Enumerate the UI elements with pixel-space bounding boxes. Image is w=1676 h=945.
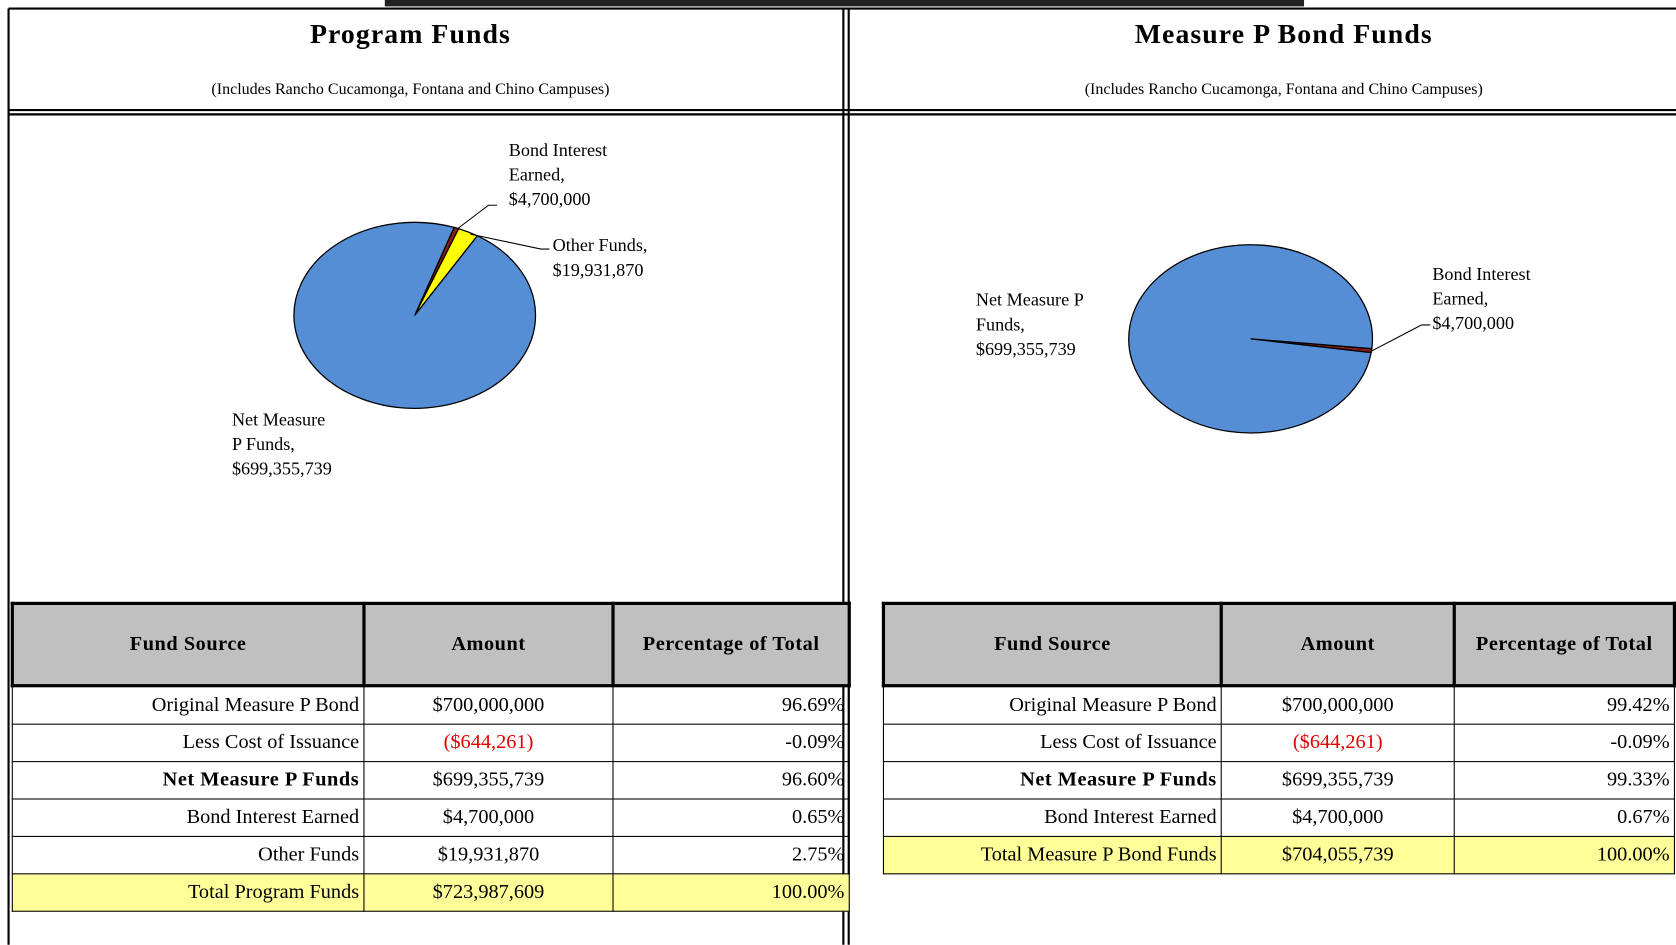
table-cell: $704,055,739: [1220, 835, 1455, 875]
table-cell: Original Measure P Bond: [882, 685, 1222, 725]
pie-slice: [293, 221, 537, 409]
table-cell: Total Measure P Bond Funds: [882, 835, 1222, 875]
table-row: Other Funds $19,931,870 2.75%: [11, 835, 850, 875]
table-cell: Net Measure P Funds: [11, 761, 365, 800]
slice-label: Funds,: [976, 314, 1025, 334]
table-cell: Less Cost of Issuance: [11, 723, 365, 763]
header-cell: Fund Source: [881, 601, 1224, 688]
header-row: Fund Source Amount Percentage of Total: [881, 601, 1676, 688]
table-cell: 100.00%: [612, 873, 850, 912]
table-cell: ($644,261): [363, 723, 614, 763]
table-row: Bond Interest Earned $4,700,000 0.65%: [11, 798, 850, 837]
slice-label: P Funds,: [232, 434, 295, 454]
table-cell: -0.09%: [612, 723, 850, 763]
table-cell: Other Funds: [11, 835, 365, 875]
table-cell: Bond Interest Earned: [882, 798, 1222, 837]
table-cell: 99.42%: [1453, 685, 1675, 725]
table-row: Total Measure P Bond Funds $704,055,739 10…: [882, 835, 1675, 875]
table-cell: $4,700,000: [1220, 798, 1455, 837]
slice-label: Bond Interest: [509, 140, 607, 160]
table-cell: 2.75%: [612, 835, 850, 875]
header-cell: Amount: [362, 601, 615, 688]
slice-label: $4,700,000: [509, 189, 591, 209]
table-cell: Total Program Funds: [11, 873, 365, 912]
table-cell: -0.09%: [1453, 723, 1675, 763]
header-cell: Amount: [1219, 601, 1456, 688]
panel-subtitle: (Includes Rancho Cucamonga, Fontana and …: [211, 81, 609, 98]
slice-label: $699,355,739: [232, 459, 332, 479]
table-row: Original Measure P Bond $700,000,000 96.69…: [11, 685, 850, 725]
panel-title: Measure P Bond Funds: [1135, 19, 1433, 50]
table-row: Less Cost of Issuance ($644,261) -0.09%: [882, 723, 1675, 763]
table-cell: Original Measure P Bond: [11, 685, 365, 725]
leader-line: [457, 204, 498, 230]
table-cell: 99.33%: [1453, 761, 1675, 800]
table-cell: Net Measure P Funds: [882, 761, 1222, 800]
slice-label: Earned,: [509, 165, 565, 185]
table-row: Less Cost of Issuance ($644,261) -0.09%: [11, 723, 850, 763]
header-cell: Percentage of Total: [611, 601, 851, 688]
fund-table: Fund Source Amount Percentage of Total Orig…: [10, 601, 851, 912]
table-row: Net Measure P Funds $699,355,739 96.60%: [11, 761, 850, 800]
panel-title: Program Funds: [310, 19, 511, 50]
table-cell: 96.60%: [612, 761, 850, 800]
header-row: Fund Source Amount Percentage of Total: [10, 601, 851, 688]
top-bar: [384, 0, 1305, 7]
table-row: Bond Interest Earned $4,700,000 0.67%: [882, 798, 1675, 837]
table-cell: ($644,261): [1220, 723, 1455, 763]
table-cell: $700,000,000: [1220, 685, 1455, 725]
header-cell: Fund Source: [10, 601, 366, 688]
fund-table: Fund Source Amount Percentage of Total Orig…: [881, 601, 1676, 875]
table-cell: $723,987,609: [363, 873, 614, 912]
leader-line: [470, 233, 550, 250]
slice-label: $699,355,739: [976, 339, 1076, 359]
slice-label: $4,700,000: [1432, 313, 1514, 333]
table-cell: 100.00%: [1453, 835, 1675, 875]
header-cell: Percentage of Total: [1452, 601, 1676, 688]
slice-label: Earned,: [1432, 289, 1488, 309]
table-row: Original Measure P Bond $700,000,000 99.42…: [882, 685, 1675, 725]
slice-label: Net Measure: [232, 409, 325, 429]
table-cell: $700,000,000: [363, 685, 614, 725]
slice-label: Net Measure P: [976, 290, 1084, 310]
slice-label: Other Funds,: [553, 235, 648, 255]
table-row: Net Measure P Funds $699,355,739 99.33%: [882, 761, 1675, 800]
leader-line: [1370, 324, 1431, 353]
table-cell: $699,355,739: [363, 761, 614, 800]
table-cell: Bond Interest Earned: [11, 798, 365, 837]
table-cell: 96.69%: [612, 685, 850, 725]
table-cell: 0.65%: [612, 798, 850, 837]
pie-slice: [1128, 244, 1374, 434]
table-cell: $19,931,870: [363, 835, 614, 875]
table-row: Total Program Funds $723,987,609 100.00%: [11, 873, 850, 912]
table-cell: $699,355,739: [1220, 761, 1455, 800]
panel-subtitle: (Includes Rancho Cucamonga, Fontana and …: [1085, 81, 1483, 98]
table-cell: $4,700,000: [363, 798, 614, 837]
slice-label: Bond Interest: [1432, 264, 1530, 284]
table-cell: Less Cost of Issuance: [882, 723, 1222, 763]
slice-label: $19,931,870: [553, 260, 644, 280]
table-cell: 0.67%: [1453, 798, 1675, 837]
